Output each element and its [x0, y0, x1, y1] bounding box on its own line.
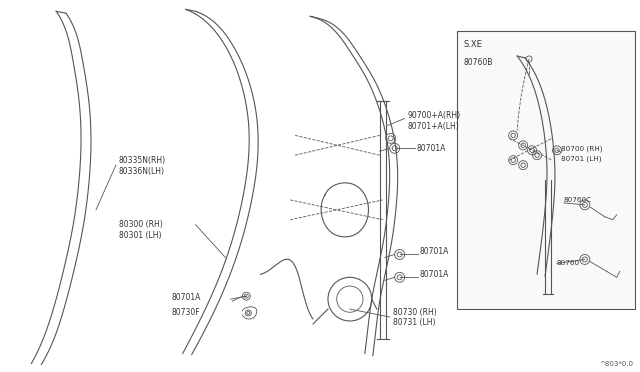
Text: 80700 (RH): 80700 (RH) [561, 145, 602, 151]
Text: 80300 (RH): 80300 (RH) [119, 220, 163, 229]
Text: 80701 (LH): 80701 (LH) [561, 156, 602, 163]
Text: 80730 (RH): 80730 (RH) [393, 308, 436, 317]
Text: 80701A: 80701A [417, 144, 446, 153]
Text: S.XE: S.XE [463, 39, 483, 49]
Bar [458, 31, 635, 309]
Text: 80731 (LH): 80731 (LH) [393, 318, 435, 327]
Text: 80701+A(LH): 80701+A(LH) [408, 122, 460, 131]
Text: 80730F: 80730F [172, 308, 200, 317]
Text: 80760: 80760 [557, 260, 580, 266]
Text: 80336N(LH): 80336N(LH) [119, 167, 165, 176]
Text: 80701A: 80701A [171, 293, 200, 302]
Text: 90700+A(RH): 90700+A(RH) [408, 111, 461, 120]
Text: 80301 (LH): 80301 (LH) [119, 231, 161, 240]
Text: 80701A: 80701A [420, 247, 449, 256]
Text: 80701A: 80701A [420, 270, 449, 279]
Text: 80335N(RH): 80335N(RH) [119, 156, 166, 165]
Text: 80760C: 80760C [564, 197, 592, 203]
Text: ^803*0.0: ^803*0.0 [600, 360, 634, 367]
Text: 80760B: 80760B [463, 58, 493, 67]
